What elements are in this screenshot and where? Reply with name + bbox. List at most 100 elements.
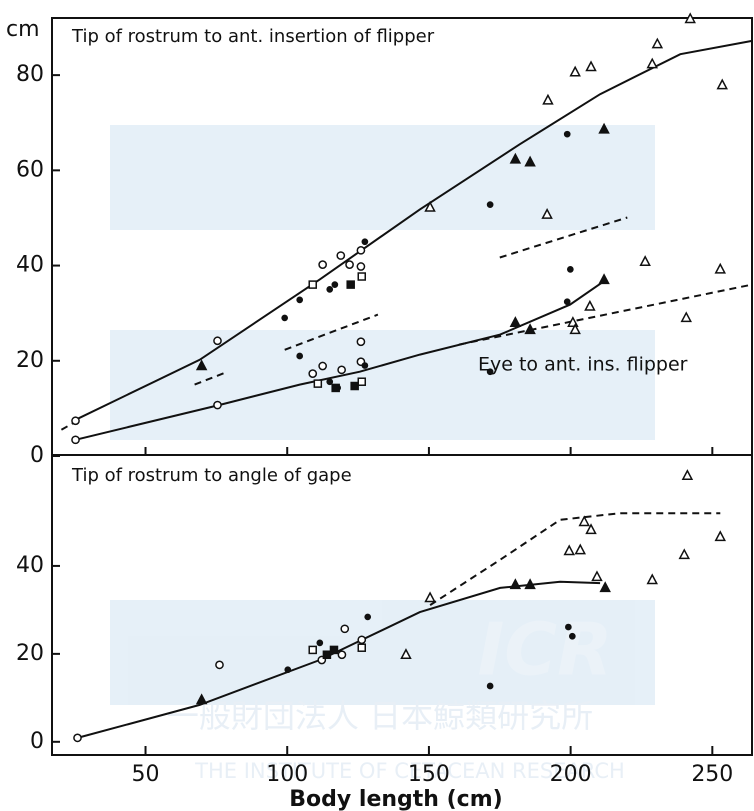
data-point — [486, 201, 494, 208]
data-point — [486, 368, 494, 376]
data-point — [284, 666, 292, 674]
fit-curve — [75, 278, 607, 441]
data-point — [424, 200, 436, 212]
data-point — [340, 624, 350, 634]
fit-curve — [75, 39, 753, 421]
y-tick-label: 0 — [30, 729, 44, 754]
data-point — [296, 296, 304, 304]
data-point — [71, 435, 80, 445]
data-point — [337, 365, 346, 375]
y-axis-unit: cm — [6, 17, 40, 42]
data-point — [356, 262, 366, 271]
data-point — [308, 369, 318, 378]
data-point — [326, 378, 334, 386]
data-point — [680, 311, 692, 323]
x-tick-label: 200 — [550, 762, 592, 787]
panel-title: Tip of rostrum to ant. insertion of flip… — [71, 26, 435, 47]
data-point — [578, 515, 590, 527]
data-point — [651, 37, 664, 49]
fit-curve — [194, 370, 229, 386]
data-point — [509, 578, 522, 590]
data-point — [569, 323, 581, 335]
fit-curve — [284, 313, 379, 351]
data-point — [345, 260, 354, 269]
data-point — [337, 650, 347, 660]
data-point — [357, 635, 367, 645]
data-point — [308, 645, 317, 655]
data-point — [213, 400, 222, 410]
y-tick-label: 0 — [30, 443, 44, 468]
plot-frame — [51, 17, 753, 756]
panel-title: Tip of rostrum to angle of gape — [71, 465, 352, 486]
fit-curve — [499, 216, 628, 259]
data-point — [509, 152, 522, 164]
data-point — [524, 578, 536, 590]
y-tick-label: 60 — [16, 157, 44, 182]
data-point — [716, 78, 728, 90]
data-point — [486, 682, 494, 690]
data-point — [331, 383, 340, 393]
data-point — [599, 581, 611, 593]
data-point — [318, 260, 327, 269]
data-point — [424, 591, 436, 603]
data-point — [598, 122, 610, 134]
y-tick-label: 20 — [16, 641, 44, 666]
x-tick-label: 150 — [408, 762, 450, 787]
data-point — [563, 298, 571, 306]
watermark-band — [110, 125, 655, 230]
data-point — [574, 543, 587, 555]
data-point — [357, 377, 367, 386]
watermark-band — [110, 330, 655, 440]
x-tick-label: 250 — [691, 762, 733, 787]
watermark: ICR 一般財団法人 日本鯨類研究所 THE INSTITUTE OF CETA… — [110, 125, 655, 783]
data-point — [524, 323, 536, 335]
data-point — [356, 337, 366, 347]
data-point — [318, 361, 327, 371]
y-tick-label: 80 — [16, 62, 44, 87]
data-point — [215, 660, 224, 670]
data-point — [195, 359, 208, 371]
data-point — [364, 613, 372, 621]
watermark-band — [110, 600, 655, 705]
data-point — [308, 280, 317, 289]
data-point — [584, 299, 596, 311]
data-point — [563, 544, 575, 556]
data-point — [316, 639, 324, 647]
data-point — [357, 643, 367, 652]
watermark-logo: ICR — [477, 608, 612, 692]
data-point — [71, 416, 80, 426]
data-point — [646, 573, 658, 585]
data-point — [329, 645, 339, 655]
data-point — [331, 281, 339, 288]
y-tick-label: 40 — [16, 253, 44, 278]
y-tick-label: 20 — [16, 348, 44, 373]
data-point — [213, 336, 222, 346]
data-point — [73, 733, 82, 743]
annotation: Eye to ant. ins. flipper — [478, 354, 688, 376]
data-point — [326, 286, 334, 293]
x-axis-label: Body length (cm) — [289, 787, 502, 811]
data-point — [684, 12, 696, 24]
data-point — [591, 570, 603, 582]
data-point — [361, 238, 369, 246]
fit-curve — [458, 283, 753, 346]
data-point — [400, 648, 412, 659]
data-point — [542, 93, 554, 105]
data-point — [568, 632, 576, 640]
fit-curve — [77, 580, 601, 739]
data-point — [296, 352, 304, 360]
watermark-english: THE INSTITUTE OF CETACEAN RESEARCH — [194, 759, 625, 783]
data-point — [313, 379, 323, 388]
fit-curve — [429, 512, 721, 606]
data-point — [357, 272, 367, 281]
data-point — [565, 623, 572, 631]
watermark-japanese: 一般財団法人 日本鯨類研究所 — [167, 697, 593, 735]
data-point — [195, 693, 208, 705]
data-point — [678, 548, 691, 560]
data-point — [524, 155, 536, 167]
data-point — [646, 57, 658, 69]
data-point — [681, 469, 694, 481]
data-point — [336, 251, 346, 260]
data-point — [361, 362, 369, 369]
data-point — [566, 266, 574, 273]
